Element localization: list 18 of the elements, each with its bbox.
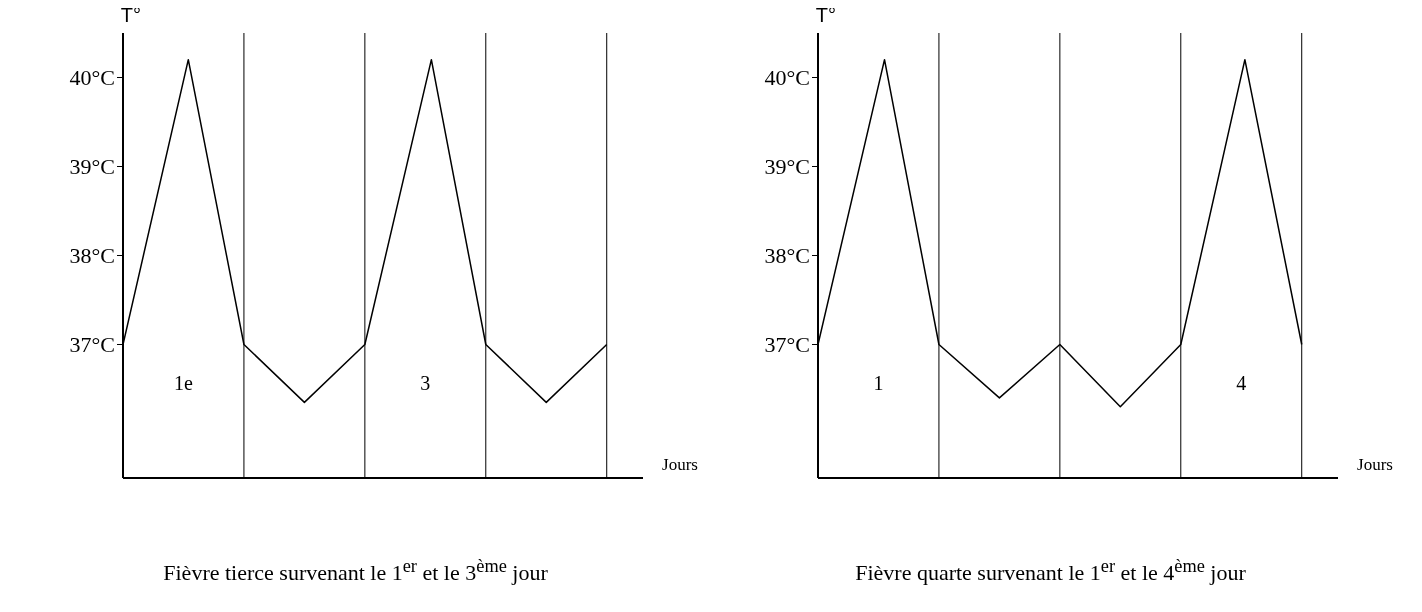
y-tick-label: 40°C: [764, 65, 810, 91]
y-tick-label: 39°C: [69, 154, 115, 180]
x-axis-title: Jours: [1357, 455, 1393, 475]
y-tick-label: 38°C: [764, 243, 810, 269]
y-tick-label: 37°C: [69, 332, 115, 358]
x-tick-label: 4: [1236, 372, 1247, 395]
text: Fièvre quarte survenant le 1$^{er}$ et le 4$^{ème}$ jour: [854, 556, 1247, 587]
text: Fièvre tierce survenant le 1$^{er}$ et le 3$^{ème}$ jour: [162, 556, 549, 587]
x-tick-label: 3: [420, 372, 431, 395]
y-axis-title: T°: [815, 4, 836, 27]
y-axis-title: T°: [120, 4, 141, 27]
y-tick-label: 39°C: [764, 154, 810, 180]
x-tick-label: 1: [873, 372, 884, 395]
y-tick-label: 37°C: [764, 332, 810, 358]
y-tick-label: 38°C: [69, 243, 115, 269]
y-tick-label: 40°C: [69, 65, 115, 91]
x-axis-title: Jours: [662, 455, 698, 475]
x-tick-label: 1e: [174, 372, 194, 395]
